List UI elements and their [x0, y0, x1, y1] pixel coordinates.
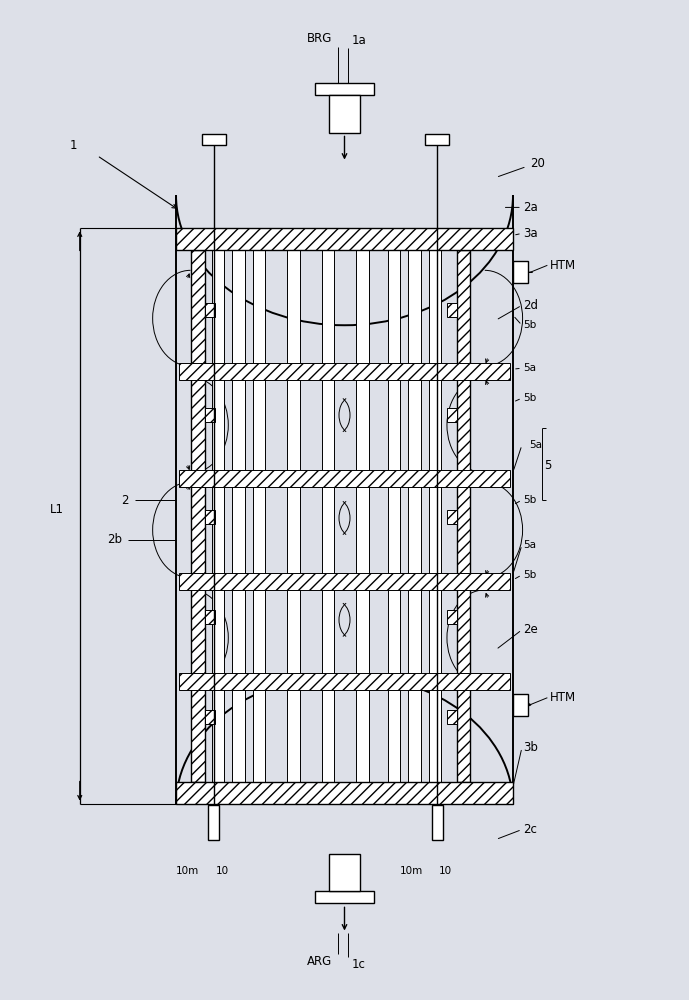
- Text: 3b: 3b: [523, 741, 538, 754]
- Text: 2c: 2c: [523, 823, 537, 836]
- Bar: [253, 250, 265, 782]
- Bar: [447, 408, 457, 422]
- Bar: [179, 470, 510, 487]
- Bar: [212, 250, 224, 782]
- Bar: [205, 510, 214, 524]
- Text: BRG: BRG: [307, 32, 332, 45]
- Bar: [191, 250, 205, 782]
- Bar: [388, 250, 400, 782]
- Bar: [513, 694, 528, 716]
- Text: 10m: 10m: [176, 866, 199, 876]
- Text: HTM: HTM: [549, 259, 575, 272]
- Bar: [447, 510, 457, 524]
- Text: 2a: 2a: [523, 201, 538, 214]
- Bar: [329, 854, 360, 891]
- Bar: [179, 673, 510, 690]
- Bar: [316, 83, 373, 95]
- Bar: [432, 805, 443, 840]
- Bar: [429, 250, 442, 782]
- Text: 2e: 2e: [523, 623, 538, 636]
- Text: 10m: 10m: [400, 866, 423, 876]
- Bar: [179, 363, 510, 380]
- Bar: [329, 95, 360, 133]
- Bar: [447, 303, 457, 317]
- Bar: [179, 573, 510, 590]
- Text: 5a: 5a: [523, 363, 536, 373]
- Text: 1c: 1c: [351, 958, 365, 971]
- Text: 5a: 5a: [528, 440, 542, 450]
- Text: 20: 20: [530, 157, 545, 170]
- Bar: [176, 782, 513, 804]
- Bar: [322, 250, 334, 782]
- Text: 5b: 5b: [523, 570, 537, 580]
- Bar: [513, 261, 528, 283]
- Text: ARG: ARG: [307, 955, 332, 968]
- Text: 2: 2: [121, 493, 129, 506]
- Text: 5a: 5a: [523, 540, 536, 550]
- Bar: [287, 250, 300, 782]
- Bar: [176, 228, 513, 250]
- Text: L1: L1: [50, 503, 64, 516]
- Bar: [202, 134, 226, 145]
- Text: HTM: HTM: [549, 691, 575, 704]
- Bar: [208, 805, 219, 840]
- Bar: [316, 891, 373, 903]
- Text: 5: 5: [544, 459, 551, 472]
- Bar: [447, 710, 457, 724]
- Text: 3a: 3a: [523, 227, 538, 240]
- Text: 2b: 2b: [107, 533, 122, 546]
- Bar: [232, 250, 245, 782]
- Bar: [457, 250, 471, 782]
- Text: 1: 1: [70, 139, 77, 152]
- Bar: [205, 710, 214, 724]
- Text: 5b: 5b: [523, 320, 537, 330]
- Bar: [425, 134, 449, 145]
- Bar: [205, 610, 214, 624]
- Bar: [205, 408, 214, 422]
- Text: 10: 10: [216, 866, 229, 876]
- Text: 5b: 5b: [523, 495, 537, 505]
- Text: 1a: 1a: [351, 34, 366, 47]
- Text: 2d: 2d: [523, 299, 538, 312]
- Bar: [447, 610, 457, 624]
- Text: 5b: 5b: [523, 393, 537, 403]
- Bar: [205, 303, 214, 317]
- Bar: [409, 250, 421, 782]
- Bar: [356, 250, 369, 782]
- Text: 10: 10: [439, 866, 452, 876]
